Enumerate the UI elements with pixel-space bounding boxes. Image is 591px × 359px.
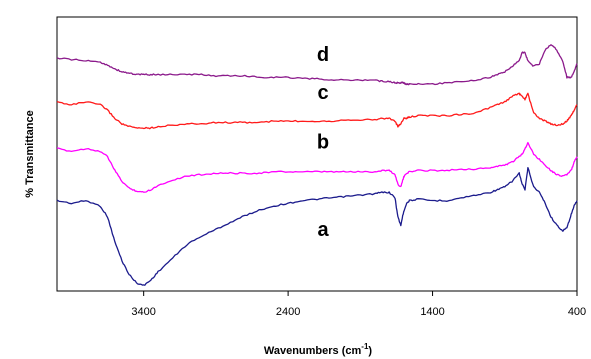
series-line-b bbox=[56, 141, 578, 193]
series-label-a: a bbox=[317, 219, 329, 241]
x-axis-tick-labels: 3400 2400 1400 400 bbox=[131, 306, 586, 318]
series-line-c bbox=[56, 92, 578, 130]
series-line-a bbox=[56, 166, 578, 286]
x-axis-title: Wavenumbers (cm-1) bbox=[264, 342, 373, 357]
y-axis-title: % Transmittance bbox=[24, 110, 36, 197]
series-label-d: d bbox=[317, 44, 329, 66]
series-line-d bbox=[56, 44, 578, 86]
series-labels: a b cd bbox=[317, 44, 330, 241]
x-tick-label: 2400 bbox=[276, 306, 300, 318]
series-label-b: b bbox=[317, 132, 329, 154]
x-tick-label: 1400 bbox=[420, 306, 444, 318]
series-lines bbox=[56, 44, 578, 286]
x-tick-label: 3400 bbox=[131, 306, 155, 318]
plot-area-frame bbox=[56, 16, 578, 292]
x-tick-label: 400 bbox=[568, 306, 586, 318]
x-axis-title-main: Wavenumbers (cm bbox=[264, 345, 362, 357]
x-axis-ticks bbox=[143, 291, 578, 296]
x-axis-title-suffix: ) bbox=[368, 345, 372, 357]
series-label-c: c bbox=[317, 82, 328, 104]
x-axis-title-superscript: -1 bbox=[361, 342, 369, 351]
